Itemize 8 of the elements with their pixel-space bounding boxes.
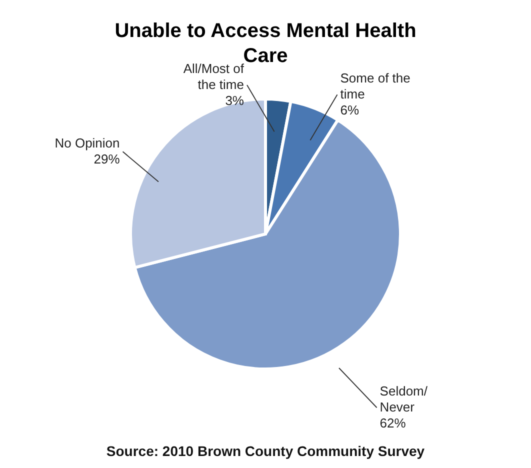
slice-label: Seldom/ Never: [380, 384, 428, 415]
data-label: 6%: [340, 102, 360, 118]
data-label: 29%: [94, 152, 120, 167]
data-label: 3%: [225, 93, 244, 108]
data-label: 62%: [380, 416, 406, 431]
source-note: Source: 2010 Brown County Community Survey: [106, 443, 425, 459]
slice-label: Some of the time: [340, 70, 410, 102]
slice-label: No Opinion: [54, 136, 120, 151]
